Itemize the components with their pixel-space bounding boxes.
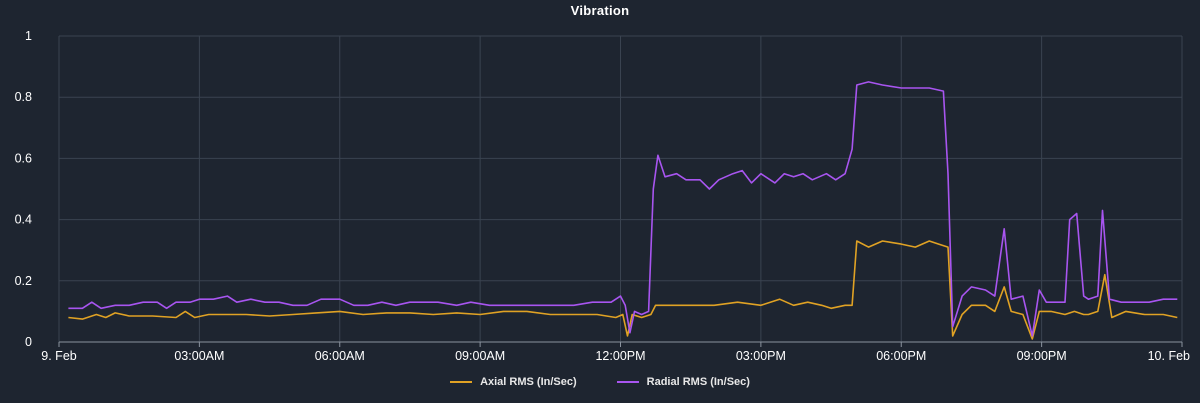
series-line-axial <box>68 240 1178 340</box>
x-tick-label: 03:00AM <box>174 349 224 363</box>
grid <box>58 35 1183 347</box>
x-tick-label: 10. Feb <box>1148 349 1190 363</box>
y-tick-label: 0.2 <box>15 274 32 288</box>
x-tick-label: 06:00PM <box>876 349 926 363</box>
legend-swatch-axial <box>450 381 473 383</box>
x-tick-label: 09:00PM <box>1017 349 1067 363</box>
legend-label-radial: Radial RMS (In/Sec) <box>646 376 750 388</box>
y-tick-label: 0.6 <box>15 151 32 165</box>
legend-label-axial: Axial RMS (In/Sec) <box>480 376 577 388</box>
legend-item-radial[interactable]: Radial RMS (In/Sec) <box>616 376 750 388</box>
series-line-radial <box>68 81 1178 337</box>
legend-item-axial[interactable]: Axial RMS (In/Sec) <box>450 376 577 388</box>
y-tick-label: 0 <box>25 335 32 349</box>
x-tick-label: 12:00PM <box>595 349 645 363</box>
y-tick-label: 0.8 <box>15 90 32 104</box>
y-tick-label: 0.4 <box>15 213 32 227</box>
x-tick-label: 09:00AM <box>455 349 505 363</box>
x-tick-label: 06:00AM <box>315 349 365 363</box>
x-tick-label: 03:00PM <box>736 349 786 363</box>
legend-swatch-radial <box>616 381 639 383</box>
y-tick-label: 1 <box>25 29 32 43</box>
x-tick-label: 9. Feb <box>41 349 76 363</box>
chart-title: Vibration <box>570 3 630 18</box>
legend: Axial RMS (In/Sec) Radial RMS (In/Sec) <box>0 376 1200 388</box>
